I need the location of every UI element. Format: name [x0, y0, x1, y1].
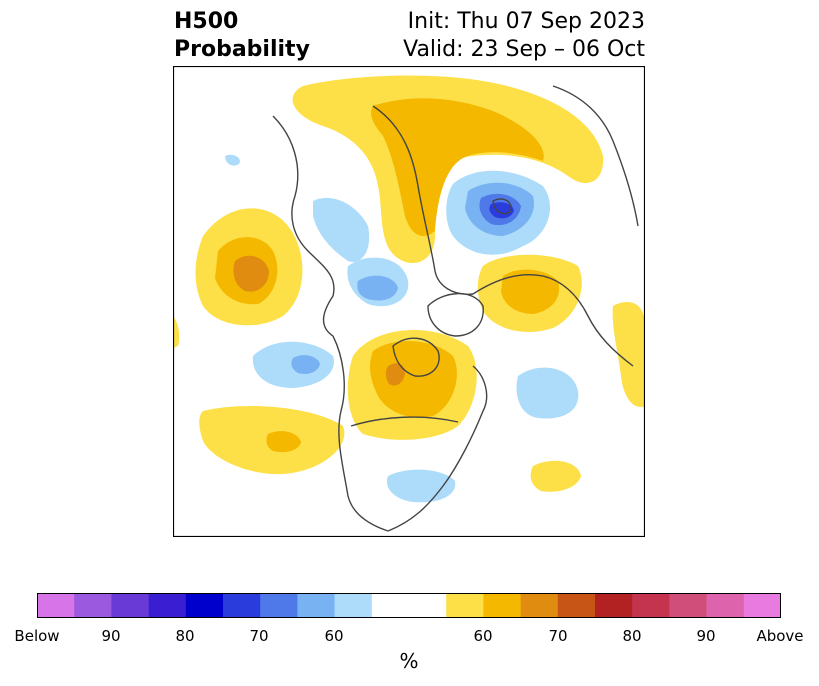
above-north-pacific-center — [233, 255, 269, 292]
cb-cell-above-6 — [669, 593, 707, 618]
colorbar — [37, 593, 781, 618]
above-canada-center — [385, 363, 405, 386]
cb-cell-above-7 — [706, 593, 745, 618]
cb-tick-above-70: 70 — [548, 627, 568, 645]
above-canada-core — [370, 340, 457, 418]
coast-alaska — [272, 115, 335, 337]
variable-subtitle: Probability — [174, 37, 310, 62]
cb-cell-below-3 — [148, 593, 187, 618]
probability-map — [173, 66, 645, 537]
coast-hudson-bay — [392, 337, 440, 377]
coast-asia-north — [552, 85, 639, 227]
cb-tick-below-70: 70 — [249, 627, 269, 645]
us-border — [350, 416, 459, 427]
cb-tick-below-90: 90 — [101, 627, 121, 645]
cb-tick-below-80: 80 — [175, 627, 195, 645]
coast-north-america-east — [387, 365, 488, 532]
below-normal-regions — [225, 154, 579, 503]
above-europe-core — [501, 269, 560, 314]
cb-cell-below-1 — [74, 593, 112, 618]
coast-greenland — [427, 292, 484, 337]
cb-cell-below-5 — [223, 593, 261, 618]
below-atlantic — [516, 367, 579, 419]
above-pacific-south-core — [266, 431, 301, 453]
cb-cell-above-5 — [632, 593, 670, 618]
cb-cell-below-7 — [297, 593, 335, 618]
cb-tick-above-60: 60 — [473, 627, 493, 645]
cb-cell-below-4 — [185, 593, 224, 618]
cb-cell-below-2 — [111, 593, 149, 618]
cb-cell-below-8 — [334, 593, 373, 618]
below-southeast-us — [386, 469, 456, 503]
cb-cell-below-0 — [37, 593, 75, 618]
coast-arctic-islands — [492, 198, 512, 215]
cb-tick-above-90: 90 — [696, 627, 716, 645]
above-west-edge — [173, 316, 180, 348]
coast-siberia — [372, 105, 474, 295]
below-pacific-core — [291, 355, 320, 374]
coast-europe — [472, 274, 634, 367]
above-east-edge — [612, 302, 645, 407]
cb-cell-below-6 — [260, 593, 298, 618]
cb-tick-below: Below — [14, 627, 60, 645]
cb-tick-above: Above — [756, 627, 804, 645]
cb-tick-below-60: 60 — [324, 627, 344, 645]
below-canada-west-core — [357, 275, 398, 301]
colorbar-cells — [37, 593, 781, 618]
title-left: H500 Probability — [174, 8, 310, 64]
above-siberia-arctic — [292, 75, 604, 264]
colorbar-unit: % — [399, 649, 419, 673]
cb-tick-above-80: 80 — [622, 627, 642, 645]
valid-period: Valid: 23 Sep – 06 Oct — [403, 37, 645, 62]
above-atlantic-south — [530, 460, 581, 492]
cb-cell-above-1 — [483, 593, 521, 618]
variable-title: H500 — [174, 9, 239, 34]
above-siberia-core — [371, 98, 544, 236]
cb-cell-above-3 — [557, 593, 596, 618]
map-frame — [173, 66, 645, 537]
cb-cell-above-8 — [743, 593, 781, 618]
below-west-pacific-small — [225, 154, 240, 166]
below-alaska — [313, 197, 370, 262]
cb-cell-above-0 — [446, 593, 484, 618]
below-arctic-center — [489, 202, 514, 219]
title-right: Init: Thu 07 Sep 2023 Valid: 23 Sep – 06… — [403, 8, 645, 64]
colorbar-frame — [37, 593, 781, 618]
coast-north-america-west — [332, 335, 389, 532]
above-normal-regions — [173, 75, 645, 492]
cb-cell-above-4 — [595, 593, 633, 618]
init-date: Init: Thu 07 Sep 2023 — [407, 9, 645, 34]
cb-cell-neutral — [371, 593, 447, 618]
cb-cell-above-2 — [520, 593, 559, 618]
coastlines — [272, 85, 639, 532]
